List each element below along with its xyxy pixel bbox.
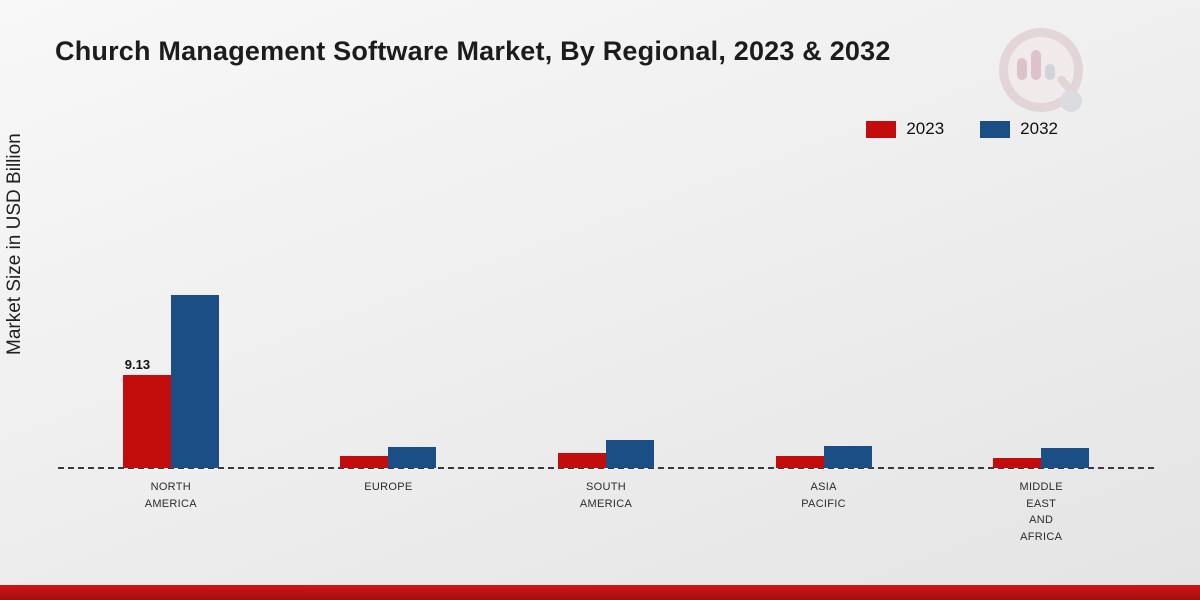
watermark-bar-icon [1045, 64, 1055, 80]
watermark-circle-icon [999, 28, 1083, 112]
bar-2023-asia-pacific [775, 455, 824, 468]
x-axis-baseline [58, 467, 1154, 469]
bar-2032-north-america [170, 294, 219, 468]
y-axis-label: Market Size in USD Billion [4, 133, 25, 355]
bars [557, 440, 654, 468]
category-label: MIDDLE EAST AND AFRICA [1019, 481, 1063, 543]
watermark-dot-icon [1060, 90, 1082, 112]
bar-2032-south-america [605, 440, 654, 468]
legend-item-2023: 2023 [866, 119, 944, 139]
watermark-bar-icon [1031, 50, 1041, 80]
bar-group-north-america: 9.13 NORTH AMERICA [122, 294, 219, 510]
bars [340, 446, 437, 468]
category-label: ASIA PACIFIC [801, 481, 846, 510]
bar-group-south-america: SOUTH AMERICA [557, 440, 654, 510]
bar-2032-asia-pacific [823, 445, 872, 468]
legend: 2023 2032 [866, 119, 1058, 139]
bar-group-asia-pacific: ASIA PACIFIC [775, 445, 872, 510]
bar-2023-middle-east-and-africa [993, 457, 1042, 468]
bar-2032-europe [388, 446, 437, 468]
bottom-red-strip [0, 585, 1200, 600]
watermark-bar-icon [1017, 58, 1027, 80]
bars [775, 445, 872, 468]
legend-item-2032: 2032 [980, 119, 1058, 139]
chart-title: Church Management Software Market, By Re… [55, 36, 891, 66]
bar-value-label: 9.13 [124, 356, 151, 372]
category-label: NORTH AMERICA [144, 481, 197, 510]
legend-swatch-2023 [866, 120, 897, 138]
bar-2023-north-america: 9.13 [122, 357, 171, 468]
category-label: SOUTH AMERICA [579, 481, 633, 510]
category-label: EUROPE [364, 481, 413, 493]
bar-group-middle-east-and-africa: MIDDLE EAST AND AFRICA [993, 447, 1090, 543]
plot-area: 9.13 NORTH AMERICA EUROPE SOUTH AMERICA ASIA PA… [62, 294, 1150, 543]
bar-2023-south-america [557, 452, 606, 468]
bars: 9.13 [122, 294, 219, 468]
bar-2032-middle-east-and-africa [1041, 447, 1090, 468]
bar-group-europe: EUROPE [340, 446, 437, 493]
brand-watermark-logo [993, 26, 1088, 118]
bars [993, 447, 1090, 468]
legend-label: 2032 [1020, 119, 1058, 138]
legend-swatch-2032 [980, 120, 1011, 138]
legend-label: 2023 [906, 119, 945, 138]
bar-2023-europe [340, 455, 389, 468]
